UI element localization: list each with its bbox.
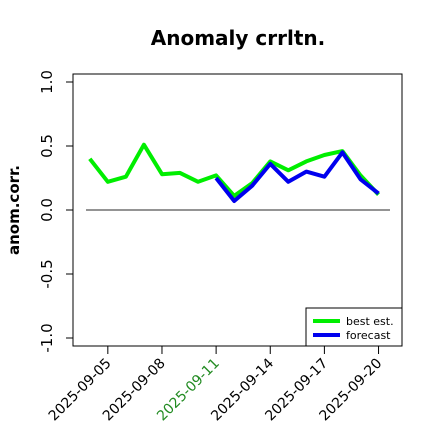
legend-label-best-est: best est.: [346, 315, 394, 328]
y-axis-label: anom.corr.: [5, 165, 23, 255]
legend: best est. forecast: [305, 307, 403, 347]
y-tick-label: 0.0: [38, 198, 56, 222]
y-tick-label: -0.5: [38, 259, 56, 288]
chart-title: Anomaly crrltn.: [151, 26, 325, 50]
series-layer: [88, 142, 380, 203]
series-line-best-est: [88, 142, 380, 198]
y-tick-label: 1.0: [38, 70, 56, 94]
series-line-forecast: [214, 150, 380, 203]
y-tick-label: -1.0: [38, 323, 56, 352]
legend-label-forecast: forecast: [346, 329, 391, 342]
legend-box: [305, 307, 403, 347]
y-axis: -1.0 -0.5 0.0 0.5 1.0: [38, 70, 73, 353]
y-tick-label: 0.5: [38, 134, 56, 158]
x-axis: 2025-09-052025-09-082025-09-112025-09-14…: [46, 346, 385, 424]
